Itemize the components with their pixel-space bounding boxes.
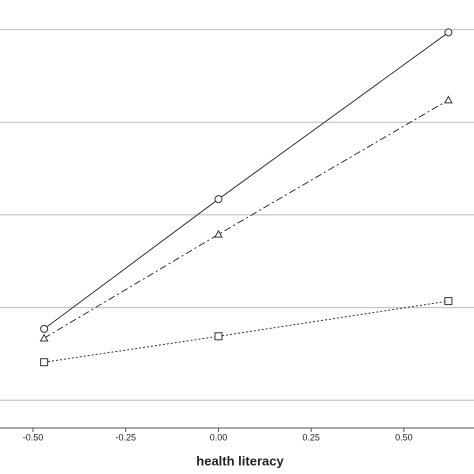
x-tick-label: 0.25 (302, 432, 320, 442)
marker (39, 333, 49, 342)
series-line (44, 300, 449, 363)
marker (214, 195, 223, 204)
series-line (43, 32, 449, 330)
x-tick-label: 0.00 (210, 432, 228, 442)
marker (444, 297, 453, 306)
marker (40, 358, 49, 367)
x-tick-label: -0.50 (23, 432, 44, 442)
marker (214, 229, 223, 238)
x-tick-label: 0.50 (395, 432, 413, 442)
x-tick-label: -0.25 (115, 432, 136, 442)
marker (214, 332, 223, 341)
series-line (43, 99, 449, 339)
marker (444, 28, 453, 37)
marker (40, 324, 49, 333)
marker (444, 95, 453, 104)
x-axis-title: health literacy (196, 453, 284, 468)
